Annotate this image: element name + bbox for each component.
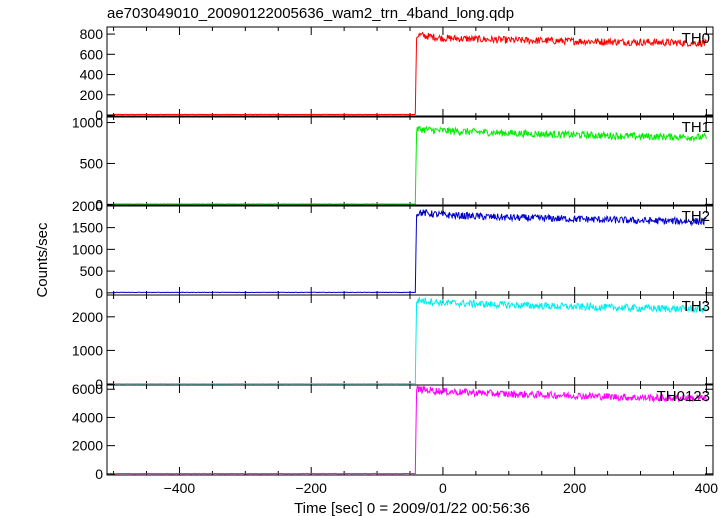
panel-frame [106, 115, 714, 207]
y-tick-label: 0 [95, 285, 103, 301]
panel-th0123: 0 2000 4000 6000 TH0123 −400 −200 0 200 400 [72, 381, 718, 496]
x-tick-label: 400 [695, 480, 719, 496]
panel-th3: 0 1000 2000 TH3 [72, 294, 714, 392]
chart-title: ae703049010_20090122005636_wam2_trn_4ban… [107, 5, 514, 22]
y-axis-label: Counts/sec [34, 222, 51, 298]
y-tick-label: 600 [80, 46, 104, 62]
y-tick-label: 1000 [72, 241, 103, 257]
y-tick-label: 6000 [72, 381, 103, 397]
y-tick-label: 2000 [72, 309, 103, 325]
y-tick-label: 500 [80, 155, 104, 171]
x-tick-label: −400 [164, 480, 196, 496]
y-tick-label: 0 [95, 196, 103, 212]
panel-label: TH0 [682, 30, 710, 47]
x-axis-label: Time [sec] 0 = 2009/01/22 00:56:36 [294, 500, 530, 516]
series-line-th2 [113, 209, 707, 294]
y-tick-label: 200 [80, 87, 104, 103]
y-tick-label: 0 [95, 466, 103, 482]
y-tick-label: 0 [95, 376, 103, 392]
y-tick-label: 500 [80, 263, 104, 279]
y-tick-label: 400 [80, 67, 104, 83]
y-tick-label: 2000 [72, 198, 103, 214]
panel-label: TH1 [682, 119, 710, 136]
y-tick-label: 1000 [72, 115, 103, 131]
panels: 0 200 400 600 800 TH0 0 500 1000 TH1 0 500 1000 1500 2… [72, 26, 718, 496]
series-line-th0123 [113, 385, 707, 475]
y-tick-label: 1500 [72, 220, 103, 236]
x-tick-label: 0 [439, 480, 447, 496]
panel-label: TH3 [682, 298, 710, 315]
panel-th2: 0 500 1000 1500 2000 TH2 [72, 198, 714, 301]
series-line-th3 [113, 296, 707, 385]
y-tick-label: 1000 [72, 342, 103, 358]
x-tick-label: −200 [295, 480, 327, 496]
y-tick-label: 4000 [72, 409, 103, 425]
panel-label: TH0123 [657, 388, 710, 405]
x-tick-label: 200 [563, 480, 587, 496]
panel-th1: 0 500 1000 TH1 [72, 115, 714, 212]
panel-th0: 0 200 400 600 800 TH0 [80, 26, 714, 123]
y-tick-label: 800 [80, 26, 104, 42]
y-tick-label: 0 [95, 107, 103, 123]
series-line-th1 [113, 125, 707, 205]
panel-label: TH2 [682, 208, 710, 225]
y-tick-label: 2000 [72, 438, 103, 454]
series-line-th0 [113, 31, 707, 116]
